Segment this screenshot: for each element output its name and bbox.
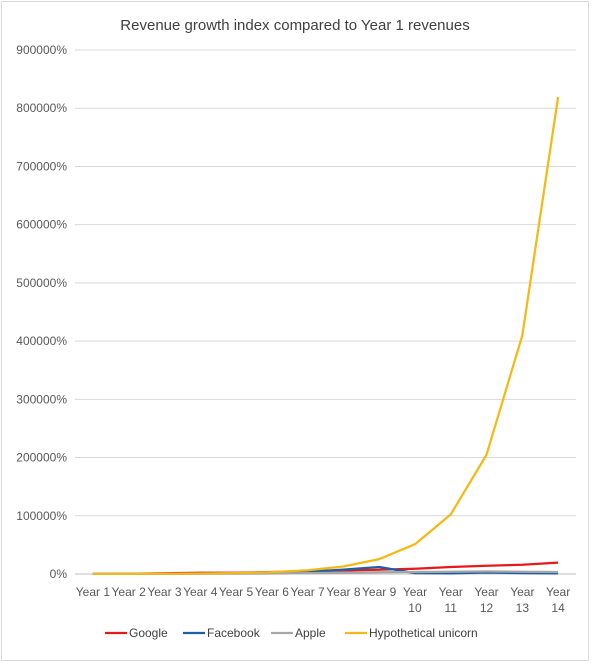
x-tick-label: Year 8 (326, 585, 361, 599)
x-tick-label: Year 10 (403, 585, 427, 615)
legend-label: Google (129, 626, 168, 640)
legend-label: Hypothetical unicorn (369, 626, 478, 640)
x-tick-label: Year 6 (255, 585, 290, 599)
y-tick-label: 100000% (16, 509, 67, 523)
x-tick-label: Year 14 (546, 585, 570, 615)
x-axis-ticks: Year 1 Year 2 Year 3 Year 4 Year 5 Year 6 Year… (76, 585, 570, 615)
y-tick-label: 0% (50, 567, 68, 581)
y-axis-ticks: 0% 100000% 200000% 300000% 400000% 500000% 600… (16, 43, 67, 581)
y-tick-label: 700000% (16, 159, 67, 173)
y-tick-label: 500000% (16, 276, 67, 290)
x-tick-label: Year 9 (362, 585, 397, 599)
x-tick-label: Year 3 (147, 585, 182, 599)
x-tick-label: Year 12 (474, 585, 498, 615)
legend: Google Facebook Apple Hypothetical unicorn (105, 626, 478, 640)
chart-title: Revenue growth index compared to Year 1 … (120, 17, 469, 34)
x-tick-label: Year 1 (76, 585, 111, 599)
x-tick-label: Year 13 (510, 585, 534, 615)
y-tick-label: 400000% (16, 334, 67, 348)
x-tick-label: Year 7 (290, 585, 325, 599)
y-tick-label: 300000% (16, 392, 67, 406)
x-tick-label: Year 4 (183, 585, 218, 599)
legend-label: Apple (295, 626, 326, 640)
x-tick-label: Year 11 (439, 585, 463, 615)
x-tick-label: Year 2 (112, 585, 147, 599)
y-tick-label: 200000% (16, 451, 67, 465)
gridlines (75, 49, 576, 575)
series-lines (92, 96, 560, 576)
y-tick-label: 900000% (16, 43, 67, 57)
x-tick-label: Year 5 (219, 585, 254, 599)
series-line-hypothetical-unicorn (92, 96, 560, 576)
y-tick-label: 600000% (16, 218, 67, 232)
y-tick-label: 800000% (16, 101, 67, 115)
legend-label: Facebook (207, 626, 261, 640)
